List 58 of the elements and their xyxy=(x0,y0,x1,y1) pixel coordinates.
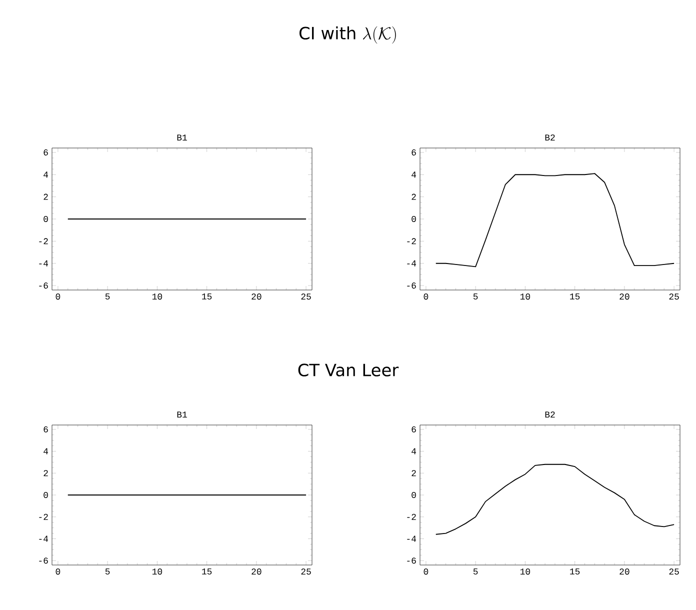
y-tick-label: -6 xyxy=(407,282,416,289)
y-tick-label: 6 xyxy=(412,426,416,432)
y-tick-label: 4 xyxy=(412,172,416,178)
chart-title: B1 xyxy=(177,134,187,140)
y-tick-label: -2 xyxy=(407,514,416,520)
y-tick-label: 0 xyxy=(44,492,48,498)
y-tick-label: 0 xyxy=(412,216,416,222)
x-tick-label: 0 xyxy=(424,294,428,300)
x-tick-label: 15 xyxy=(202,294,212,300)
x-tick-label: 20 xyxy=(620,568,630,575)
y-tick-label: -4 xyxy=(407,536,416,542)
y-tick-label: 4 xyxy=(44,448,48,454)
y-tick-label: 6 xyxy=(44,426,48,432)
text: $\mbox{CI with }\lambda(\mathcal{K})$ xyxy=(300,26,396,44)
x-tick-label: 0 xyxy=(56,568,60,575)
y-tick-label: 6 xyxy=(412,149,416,156)
x-tick-label: 10 xyxy=(520,294,530,300)
x-tick-label: 5 xyxy=(105,294,110,300)
x-tick-label: 15 xyxy=(202,568,212,575)
y-tick-label: 0 xyxy=(44,216,48,222)
chart-title: B2 xyxy=(545,134,555,140)
x-tick-label: 5 xyxy=(105,568,110,575)
y-tick-label: 2 xyxy=(44,194,48,200)
y-tick-label: 4 xyxy=(412,448,416,454)
y-tick-label: -4 xyxy=(39,536,48,542)
x-tick-label: 0 xyxy=(56,294,60,300)
y-tick-label: -2 xyxy=(39,514,48,520)
x-tick-label: 20 xyxy=(620,294,630,300)
y-tick-label: 2 xyxy=(412,194,416,200)
y-tick-label: -6 xyxy=(39,558,48,564)
x-tick-label: 20 xyxy=(252,568,262,575)
y-tick-label: -4 xyxy=(39,260,48,266)
x-tick-label: 5 xyxy=(473,568,478,575)
x-tick-label: 15 xyxy=(570,294,580,300)
x-tick-label: 20 xyxy=(252,294,262,300)
chart-title: B2 xyxy=(545,412,555,418)
y-tick-label: 6 xyxy=(44,149,48,156)
x-tick-label: 25 xyxy=(669,568,679,575)
x-tick-label: 25 xyxy=(301,568,311,575)
y-tick-label: -6 xyxy=(39,282,48,289)
chart-title: B1 xyxy=(177,412,187,418)
x-tick-label: 25 xyxy=(301,294,311,300)
y-tick-label: 4 xyxy=(44,172,48,178)
y-tick-label: -2 xyxy=(407,238,416,244)
x-tick-label: 15 xyxy=(570,568,580,575)
y-tick-label: -2 xyxy=(39,238,48,244)
y-tick-label: -4 xyxy=(407,260,416,266)
y-tick-label: 2 xyxy=(44,470,48,476)
x-tick-label: 10 xyxy=(520,568,530,575)
y-tick-label: -6 xyxy=(407,558,416,564)
text: CT Van Leer xyxy=(298,364,399,376)
x-tick-label: 10 xyxy=(152,294,162,300)
x-tick-label: 5 xyxy=(473,294,478,300)
x-tick-label: 25 xyxy=(669,294,679,300)
y-tick-label: 0 xyxy=(412,492,416,498)
x-tick-label: 0 xyxy=(424,568,428,575)
y-tick-label: 2 xyxy=(412,470,416,476)
x-tick-label: 10 xyxy=(152,568,162,575)
